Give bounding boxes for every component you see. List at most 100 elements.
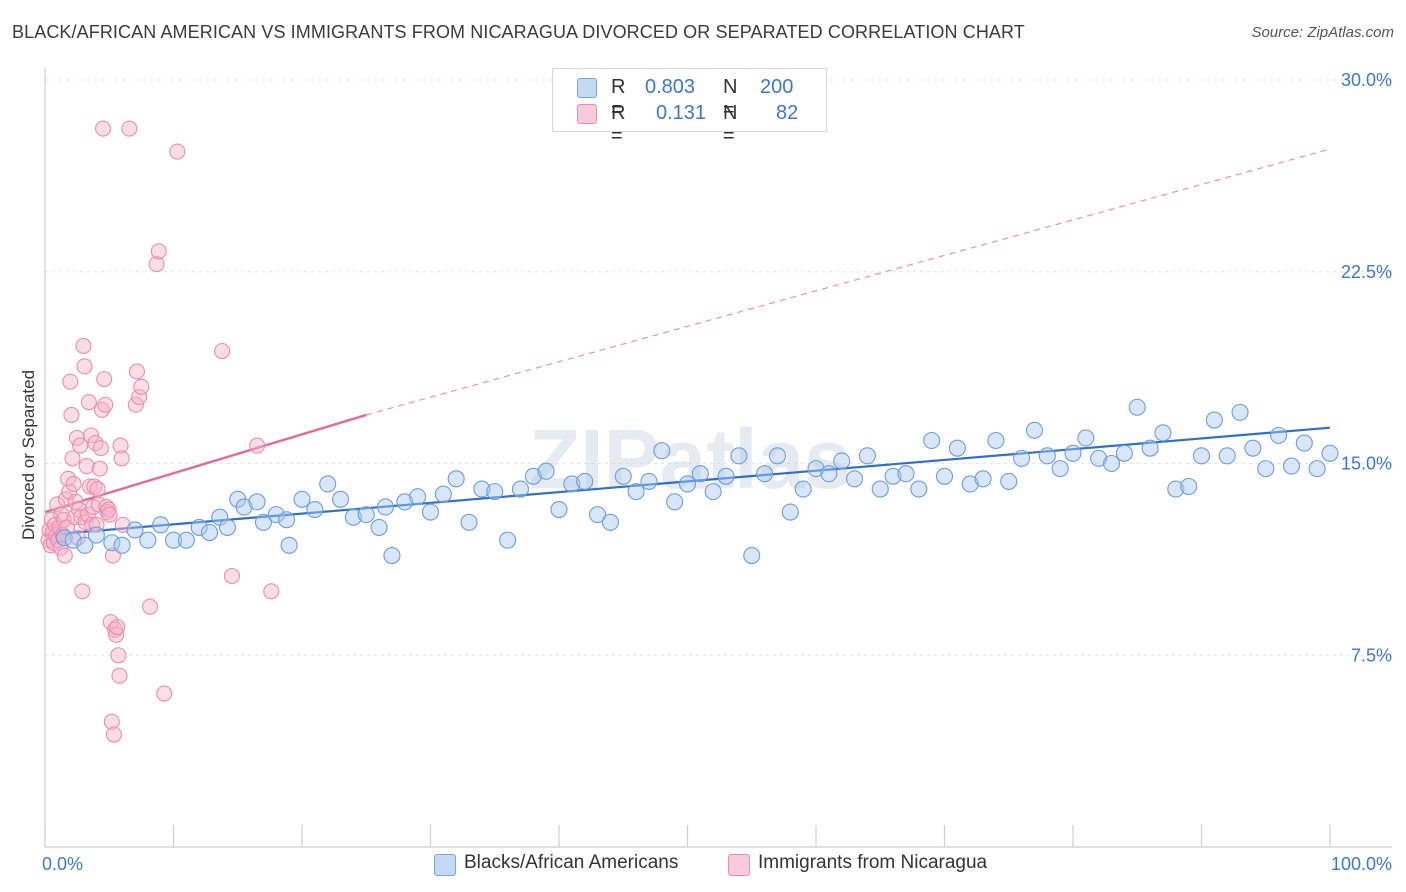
- point-nicaragua: [89, 481, 106, 498]
- point-black: [1038, 447, 1056, 465]
- point-nicaragua: [95, 120, 112, 137]
- legend-r-value: 0.131: [656, 102, 707, 124]
- tick-labels: 7.5% 15.0% 22.5% 30.0% 0.0% 100.0%: [42, 70, 1392, 874]
- legend-n-label: N =: [723, 102, 738, 147]
- point-black: [884, 467, 902, 485]
- point-black: [935, 467, 954, 485]
- point-black: [1077, 429, 1095, 447]
- legend-r-label: R =: [611, 76, 626, 121]
- point-nicaragua: [103, 713, 120, 730]
- legend-r-label: R =: [611, 102, 626, 147]
- point-black: [588, 506, 607, 524]
- point-black: [152, 516, 170, 534]
- point-nicaragua: [131, 388, 148, 406]
- point-nicaragua: [65, 475, 82, 493]
- point-black: [524, 467, 542, 485]
- point-black: [666, 493, 684, 511]
- point-black: [704, 483, 722, 501]
- point-black: [139, 531, 157, 549]
- point-black: [910, 480, 928, 498]
- point-black: [331, 490, 350, 508]
- point-nicaragua: [128, 363, 145, 380]
- point-black: [396, 493, 414, 511]
- point-black: [473, 480, 491, 498]
- point-black: [1103, 454, 1121, 473]
- point-nicaragua: [74, 583, 91, 600]
- point-nicaragua: [263, 583, 280, 600]
- bottom-legend-label: Immigrants from Nicaragua: [758, 852, 988, 873]
- legend-swatch-pink: [577, 104, 597, 124]
- point-black: [601, 513, 619, 531]
- point-nicaragua: [91, 460, 108, 477]
- point-black: [376, 498, 395, 516]
- point-nicaragua: [133, 378, 150, 395]
- point-black: [653, 442, 671, 460]
- point-black: [1180, 477, 1198, 496]
- point-black: [794, 480, 812, 498]
- point-black: [319, 475, 337, 493]
- point-black: [987, 431, 1005, 450]
- point-black: [1231, 403, 1249, 421]
- point-nicaragua: [156, 685, 173, 702]
- point-black: [278, 511, 296, 529]
- point-black: [1064, 444, 1082, 462]
- point-black: [923, 431, 941, 450]
- point-black: [370, 518, 388, 536]
- point-black: [1090, 449, 1108, 467]
- point-black: [447, 470, 465, 488]
- point-nicaragua: [78, 458, 95, 475]
- point-black: [434, 485, 452, 503]
- point-nicaragua: [121, 120, 138, 137]
- point-black: [164, 531, 183, 549]
- y-axis-label: Divorced or Separated: [19, 370, 38, 540]
- point-black: [627, 483, 645, 501]
- point-black: [768, 447, 787, 465]
- point-black: [1282, 457, 1300, 475]
- point-black: [961, 475, 979, 493]
- point-nicaragua: [72, 437, 89, 454]
- point-black: [807, 460, 825, 478]
- point-nicaragua: [96, 371, 113, 388]
- point-black: [1025, 421, 1043, 439]
- point-nicaragua: [148, 256, 165, 273]
- series-nicaragua-points: [40, 120, 280, 743]
- point-black: [357, 506, 375, 524]
- legend-n-label: N =: [723, 76, 738, 121]
- point-nicaragua: [150, 243, 167, 260]
- point-black: [421, 503, 440, 521]
- point-black: [845, 470, 864, 488]
- point-black: [1205, 411, 1223, 429]
- point-black: [1154, 424, 1172, 442]
- point-black: [730, 447, 748, 465]
- series-black-points: [55, 398, 1339, 565]
- point-black: [113, 536, 131, 554]
- bottom-legend-swatch-pink: [728, 854, 750, 876]
- point-black: [1000, 472, 1018, 490]
- point-black: [717, 467, 735, 485]
- point-nicaragua: [62, 373, 79, 390]
- point-black: [511, 480, 530, 498]
- point-nicaragua: [75, 337, 92, 354]
- point-nicaragua: [111, 667, 128, 684]
- point-black: [1051, 460, 1069, 478]
- trend-lines: [44, 148, 1331, 537]
- point-black: [1115, 444, 1133, 462]
- point-nicaragua: [92, 440, 109, 457]
- trend-line-nicaragua: [44, 413, 367, 514]
- point-black: [1270, 426, 1288, 444]
- point-black: [103, 534, 121, 552]
- chart-title: BLACK/AFRICAN AMERICAN VS IMMIGRANTS FRO…: [12, 22, 1025, 42]
- point-black: [126, 521, 144, 539]
- legend-r-value: 0.803: [645, 76, 696, 98]
- point-black: [409, 488, 427, 506]
- point-black: [76, 536, 94, 554]
- bottom-legend-label: Blacks/African Americans: [464, 852, 679, 873]
- y-tick-label: 15.0%: [1341, 454, 1392, 474]
- point-nicaragua: [76, 358, 93, 375]
- grid: [45, 79, 1392, 656]
- point-nicaragua: [64, 450, 81, 467]
- point-black: [1321, 444, 1339, 462]
- x-tick-label: 0.0%: [42, 854, 83, 874]
- point-nicaragua: [109, 619, 126, 636]
